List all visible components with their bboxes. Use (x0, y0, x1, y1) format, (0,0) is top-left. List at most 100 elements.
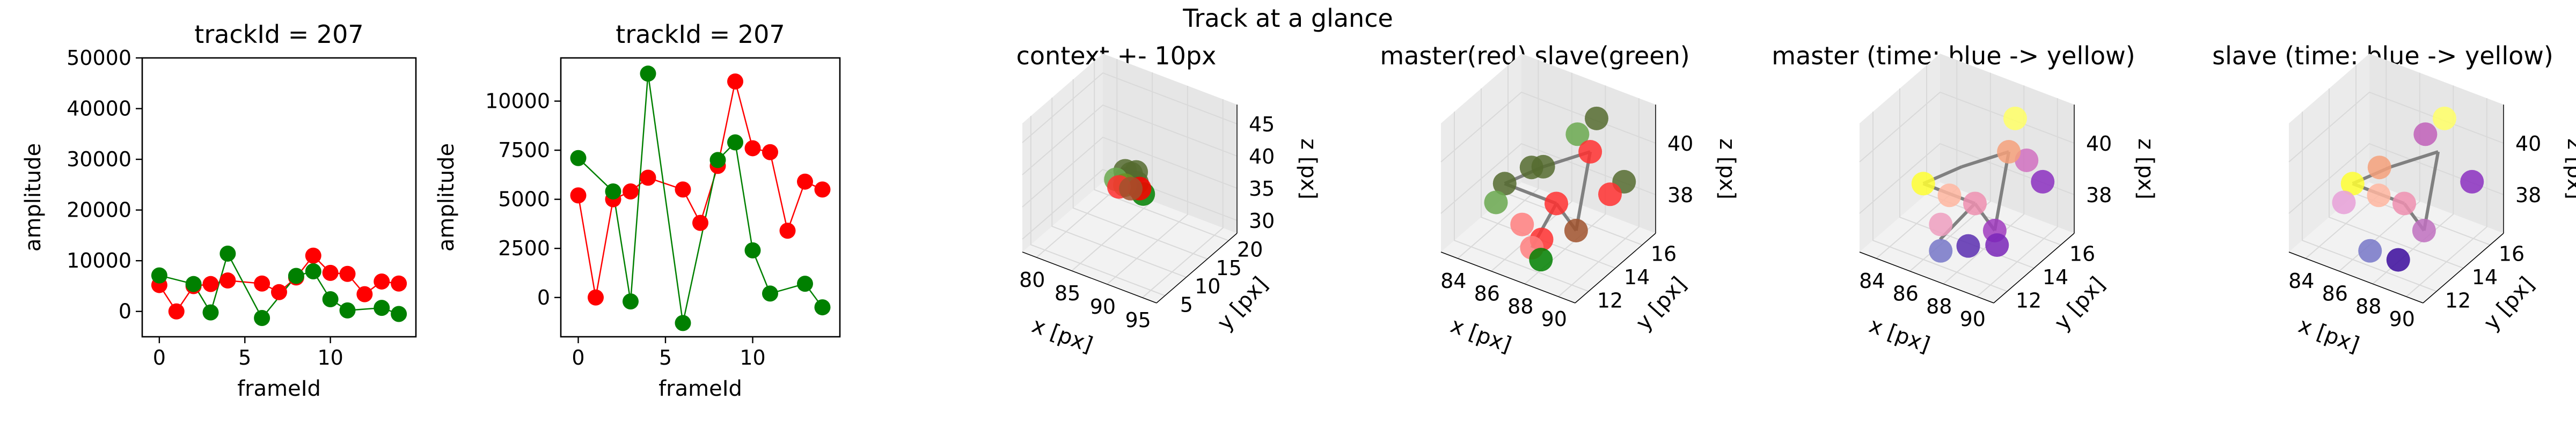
data-point-master (219, 272, 236, 289)
data-point (1911, 172, 1935, 196)
data-point (1492, 172, 1517, 196)
y-tick-label: 10000 (67, 249, 131, 272)
y-tick-label: 20 (1237, 238, 1263, 262)
x-tick-label: 90 (1090, 295, 1116, 319)
x-tick-label: 84 (1440, 269, 1466, 293)
z-tick-label: 40 (2086, 132, 2112, 156)
data-point-slave (605, 183, 621, 200)
data-point-master (322, 264, 339, 281)
y-tick-label: 40000 (67, 97, 131, 121)
data-point (2413, 122, 2438, 146)
data-point-slave (151, 267, 167, 284)
y-axis (2423, 233, 2504, 304)
y-tick-label: 7500 (498, 138, 550, 162)
track-link (2422, 151, 2440, 231)
data-point (1578, 140, 1602, 164)
y-tick-label: 15 (1216, 256, 1242, 280)
data-point (1119, 176, 1143, 201)
z-tick-label: 40 (2515, 132, 2541, 156)
line-chart-1: trackId = 207 0 5 10 0 2500 5000 7500 10000 frame… (434, 20, 841, 401)
chart-title: trackId = 207 (616, 20, 785, 49)
data-point-master (391, 275, 407, 292)
data-point (1985, 233, 2009, 257)
data-point-master (727, 73, 743, 90)
x-tick-label: 90 (1541, 307, 1567, 331)
x-gridline (1457, 60, 1539, 259)
z-tick-label: 35 (1249, 177, 1275, 201)
x-gridline (1977, 98, 2058, 297)
data-point (2358, 239, 2382, 263)
track-link (1574, 151, 1592, 231)
data-point (1510, 212, 1534, 236)
y-axis (1993, 233, 2075, 304)
x-tick-label: 88 (1926, 294, 1952, 318)
data-point-master (640, 169, 656, 186)
data-point-master (814, 181, 831, 198)
data-point-master (356, 286, 373, 302)
x-tick-label: 86 (1893, 282, 1919, 306)
track-link (1993, 151, 2011, 231)
data-point (1545, 191, 1568, 216)
plot-frame (141, 57, 417, 338)
z-tick-label: 38 (2515, 183, 2541, 207)
floor-pane (1022, 182, 1237, 303)
scatter3d-chart-4: master (time: blue -> yellow)84868890121… (1772, 41, 2158, 358)
plot-frame (560, 57, 841, 338)
data-point (1929, 239, 1953, 263)
data-point-master (305, 247, 321, 264)
z-gridline (1022, 168, 1238, 240)
x-tick-label: 88 (1507, 294, 1533, 318)
data-point (2003, 106, 2027, 130)
y-tick-label: 14 (1624, 265, 1650, 289)
data-point (2460, 169, 2484, 194)
x-axis-label: x [px] (2295, 313, 2362, 358)
z-axis-label: z [px] (1296, 138, 1321, 199)
scatter3d-chart-2: context +- 10px80859095510152030354045x … (1016, 41, 1321, 358)
chart-title: trackId = 207 (194, 20, 363, 49)
data-point (1997, 140, 2021, 164)
data-point-slave (744, 242, 761, 258)
data-point (1956, 234, 1980, 258)
z-tick-label: 40 (1249, 145, 1275, 168)
z-tick-label: 45 (1249, 113, 1275, 136)
data-point-slave (254, 310, 270, 327)
y-tick-label: 12 (2445, 289, 2471, 312)
data-point (1531, 154, 1555, 179)
y-tick-label: 5000 (498, 188, 550, 211)
data-point-master (339, 265, 356, 282)
z-gridline (1022, 72, 1238, 143)
figure-title: Track at a glance (1182, 4, 1393, 33)
data-point-slave (202, 304, 219, 321)
data-point (1484, 190, 1508, 214)
data-point-master (623, 183, 639, 200)
data-point (2015, 148, 2039, 172)
y-gridline (2329, 88, 2464, 269)
x-tick-label: 90 (2389, 307, 2415, 331)
y-tick-label: 14 (2472, 265, 2498, 289)
z-axis-label: z [px] (1715, 138, 1739, 199)
data-point-master (570, 187, 587, 204)
data-point (1565, 122, 1590, 146)
scatter3d-chart-5: slave (time: blue -> yellow)848688901214… (2212, 41, 2576, 358)
x-tick-label: 0 (153, 346, 166, 369)
x-tick-label: 85 (1055, 282, 1080, 305)
data-point (2340, 172, 2365, 196)
data-point-master (168, 303, 185, 320)
data-point-slave (374, 300, 390, 316)
y-tick-label: 14 (2043, 265, 2068, 289)
x-axis-label: x [px] (1866, 313, 1933, 358)
x-axis-label: frameId (237, 376, 321, 401)
data-point-master (797, 173, 813, 190)
z-gridline (1022, 104, 1238, 175)
x-tick-label: 5 (238, 346, 251, 369)
z-tick-label: 40 (1667, 132, 1693, 156)
data-point (2367, 183, 2391, 208)
data-point-slave (709, 152, 726, 168)
y-gridline (2302, 112, 2437, 292)
y-tick-label: 10 (1195, 275, 1220, 298)
data-point-slave (762, 285, 778, 302)
y-tick-label: 0 (119, 300, 131, 323)
data-point (2332, 190, 2356, 214)
y-gridline (1094, 61, 1229, 241)
